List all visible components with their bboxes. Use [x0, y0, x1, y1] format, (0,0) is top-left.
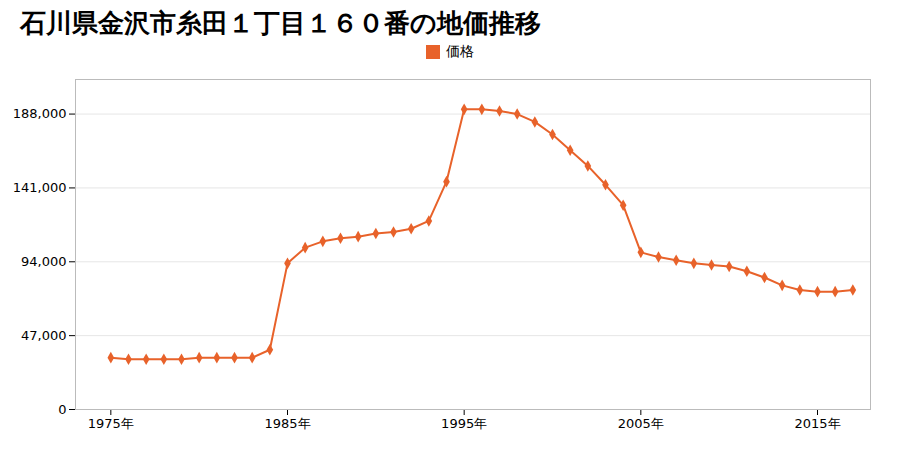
svg-text:47,000: 47,000 — [21, 328, 67, 343]
svg-text:2015年: 2015年 — [794, 416, 840, 431]
svg-text:1985年: 1985年 — [264, 416, 310, 431]
svg-text:2005年: 2005年 — [618, 416, 664, 431]
svg-text:1975年: 1975年 — [88, 416, 134, 431]
html-text:価格: 価格 — [446, 43, 474, 59]
svg-text:1995年: 1995年 — [441, 416, 487, 431]
svg-text:188,000: 188,000 — [13, 106, 67, 121]
html-text:石川県金沢市糸田１丁目１６０番の地価推移: 石川県金沢市糸田１丁目１６０番の地価推移 — [20, 8, 541, 38]
svg-text:94,000: 94,000 — [21, 254, 67, 269]
svg-text:141,000: 141,000 — [13, 180, 67, 195]
svg-text:0: 0 — [58, 402, 66, 417]
